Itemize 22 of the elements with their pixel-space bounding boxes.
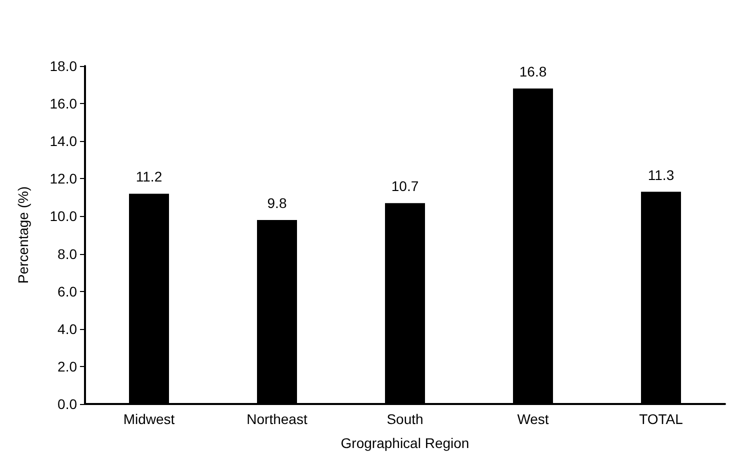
y-tick-label: 12.0	[50, 170, 78, 187]
x-tick-label: Midwest	[123, 411, 175, 427]
y-tick-label: 18.0	[50, 58, 78, 74]
x-tick-label: Northeast	[246, 411, 308, 427]
data-label: 11.2	[136, 168, 162, 185]
data-label: 10.7	[391, 178, 419, 194]
x-tick-label: West	[517, 411, 549, 427]
y-tick-label: 4.0	[58, 320, 78, 337]
y-axis-title: Percentage (%)	[15, 186, 31, 284]
y-tick-label: 0.0	[58, 396, 78, 412]
y-tick-label: 6.0	[58, 283, 78, 300]
data-label: 9.8	[267, 194, 287, 211]
data-label: 16.8	[519, 64, 547, 80]
y-tick-label: 8.0	[58, 246, 78, 262]
y-tick-label: 14.0	[50, 133, 78, 150]
x-axis-title: Grographical Region	[340, 435, 470, 451]
x-tick-label: South	[386, 411, 424, 427]
y-tick-label: 16.0	[50, 96, 78, 112]
y-tick-label: 10.0	[50, 208, 78, 224]
y-tick-label: 2.0	[58, 358, 78, 374]
x-tick-label: TOTAL	[639, 411, 684, 427]
data-label: 11.3	[648, 166, 674, 183]
